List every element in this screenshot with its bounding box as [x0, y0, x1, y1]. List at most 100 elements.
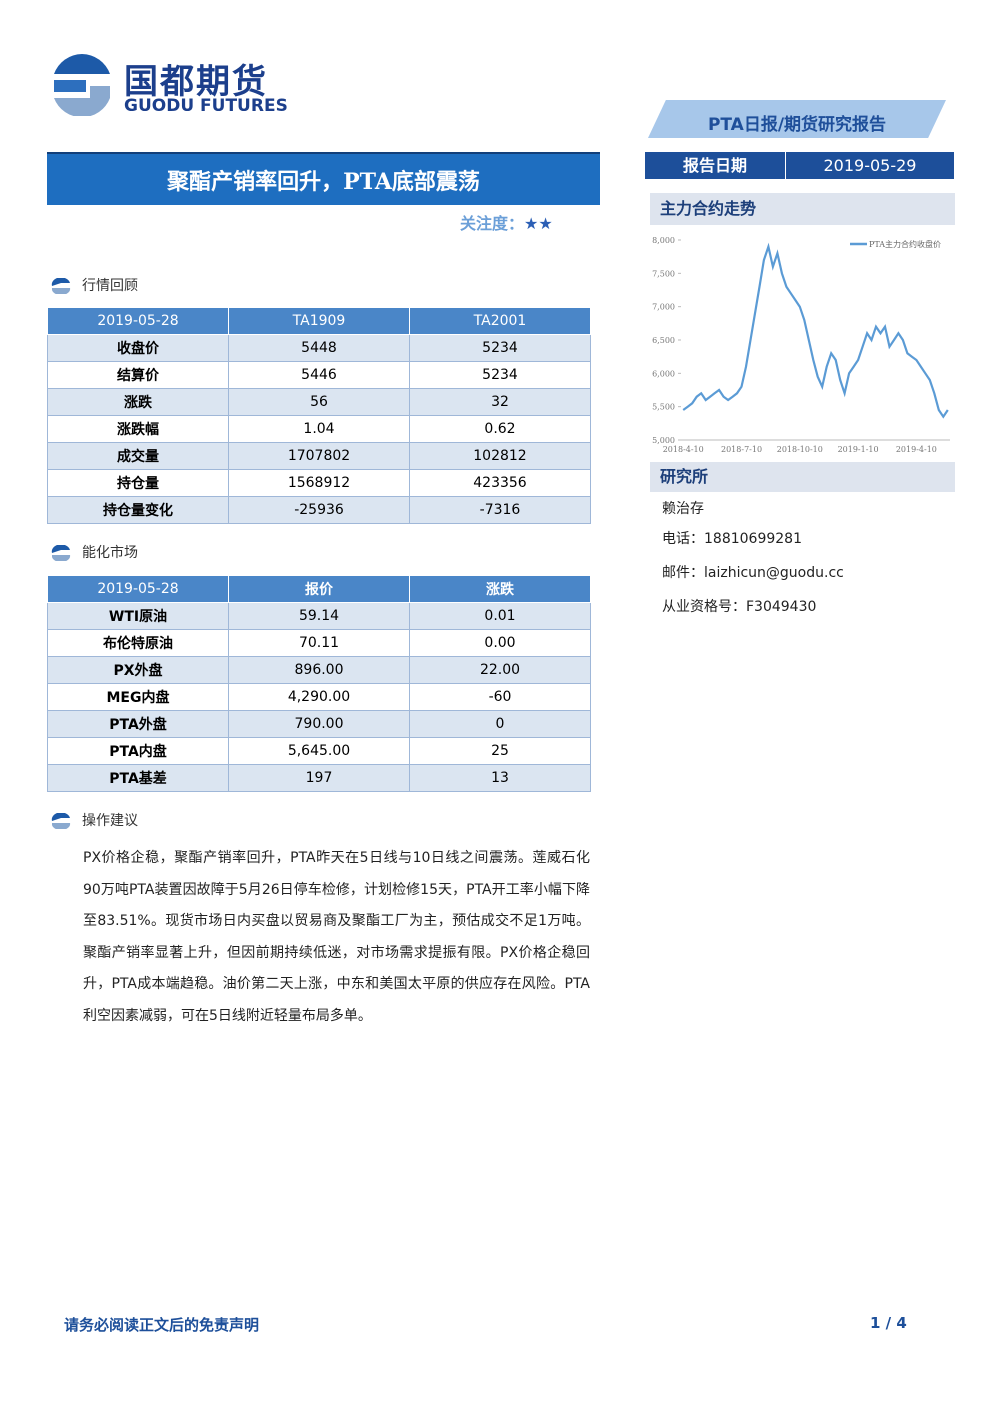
cell: 13: [409, 764, 591, 792]
date-bar: 报告日期 2019-05-29: [645, 152, 954, 179]
cell: 790.00: [228, 710, 410, 738]
table-row: 涨跌 56 32: [47, 388, 591, 416]
cell: 持仓量变化: [47, 496, 229, 524]
report-type: PTA日报/期货研究报告: [707, 115, 887, 135]
cell: 5234: [409, 361, 591, 389]
table-wrap: 2019-05-28 报价 涨跌 WTI原油 59.14 0.01 布伦特原油 70.11 0.…: [47, 575, 591, 792]
y-tick-label: 6,500: [652, 336, 675, 345]
section-title: 行情回顾: [82, 278, 138, 294]
x-tick-label: 2019-1-10: [838, 445, 879, 454]
table-row: PTA内盘 5,645.00 25: [47, 737, 591, 765]
cell: 896.00: [228, 656, 410, 684]
advice-text: PX价格企稳，聚酯产销率回升，PTA昨天在5日线与10日线之间震荡。莲威石化90…: [83, 850, 590, 1024]
cell: 5234: [409, 334, 591, 362]
cell: 423356: [409, 469, 591, 497]
y-tick-label: 6,000: [652, 369, 675, 378]
section: 行情回顾: [50, 275, 138, 296]
chart: 5,000 5,500 6,000 6,500 7,000 7,500 8,000 2018-…: [652, 236, 950, 454]
x-tick-label: 2019-4-10: [896, 445, 937, 454]
chart-heading: 主力合约走势: [650, 193, 955, 225]
cell: 涨跌幅: [47, 415, 229, 443]
cell: 32: [409, 388, 591, 416]
cell: 25: [409, 737, 591, 765]
cell: PTA外盘: [47, 710, 229, 738]
cell: -25936: [228, 496, 410, 524]
email: 邮件：laizhicun@guodu.cc: [662, 565, 844, 581]
cell: 197: [228, 764, 410, 792]
cell: 70.11: [228, 629, 410, 657]
attention-stars: ★★: [524, 214, 553, 233]
date-value: 2019-05-29: [823, 156, 917, 175]
license: 从业资格号：F3049430: [662, 599, 817, 615]
disclaimer: 请务必阅读正文后的免责声明: [64, 1316, 260, 1334]
table-row: 布伦特原油 70.11 0.00: [47, 629, 591, 657]
header-cell: 2019-05-28: [47, 575, 229, 603]
cell: 持仓量: [47, 469, 229, 497]
cell: 涨跌: [47, 388, 229, 416]
cell: 1.04: [228, 415, 410, 443]
x-tick-label: 2018-10-10: [777, 445, 823, 454]
section-icon: [51, 544, 71, 563]
table-row: PX外盘 896.00 22.00: [47, 656, 591, 684]
cell: 59.14: [228, 602, 410, 630]
report-type-bg: [648, 100, 946, 138]
header-cell: 报价: [228, 575, 410, 603]
table-row: 涨跌幅 1.04 0.62: [47, 415, 591, 443]
table-header: 2019-05-28 报价 涨跌: [47, 575, 591, 603]
table-row: PTA基差 197 13: [47, 764, 591, 792]
cell: PX外盘: [47, 656, 229, 684]
header-cell: 2019-05-28: [47, 307, 229, 335]
section-icon: [51, 277, 71, 296]
table-row: WTI原油 59.14 0.01: [47, 602, 591, 630]
header-cell: TA1909: [228, 307, 410, 335]
table-row: 成交量 1707802 102812: [47, 442, 591, 470]
y-tick-label: 8,000: [652, 236, 675, 245]
section: 能化市场: [50, 542, 138, 563]
section: 操作建议: [50, 810, 138, 831]
cell: WTI原油: [47, 602, 229, 630]
line: [682, 242, 949, 419]
y-tick-label: 7,000: [652, 303, 675, 312]
cell: 5446: [228, 361, 410, 389]
section-title: 操作建议: [82, 813, 138, 829]
cell: 0.00: [409, 629, 591, 657]
table-row: PTA外盘 790.00 0: [47, 710, 591, 738]
cell: -60: [409, 683, 591, 711]
section-icon: [51, 812, 71, 831]
cell: 4,290.00: [228, 683, 410, 711]
table-header: 2019-05-28 TA1909 TA2001: [47, 307, 591, 335]
cell: PTA基差: [47, 764, 229, 792]
x-tick-label: 2018-7-10: [721, 445, 762, 454]
x-tick-label: 2018-4-10: [663, 445, 704, 454]
cell: 布伦特原油: [47, 629, 229, 657]
table-row: 结算价 5446 5234: [47, 361, 591, 389]
logo-en: GUODU FUTURES: [124, 96, 288, 116]
cell: 5,645.00: [228, 737, 410, 765]
cell: 收盘价: [47, 334, 229, 362]
header-cell: 涨跌: [409, 575, 591, 603]
phone: 电话：18810699281: [662, 531, 802, 547]
cell: 1568912: [228, 469, 410, 497]
table-row: MEG内盘 4,290.00 -60: [47, 683, 591, 711]
report-title: 聚酯产销率回升，PTA底部震荡: [167, 169, 480, 195]
title-bar: [47, 152, 600, 205]
cell: 0: [409, 710, 591, 738]
table-row: 持仓量变化 -25936 -7316: [47, 496, 591, 524]
header-cell: TA2001: [409, 307, 591, 335]
page-number: 1 / 4: [870, 1314, 907, 1332]
table: 2019-05-28 报价 涨跌 WTI原油 59.14 0.01 布伦特原油 70.11 0.…: [47, 575, 591, 792]
cell: 5448: [228, 334, 410, 362]
cell: 结算价: [47, 361, 229, 389]
y-tick-label: 5,000: [652, 436, 675, 445]
cell: -7316: [409, 496, 591, 524]
logo-cn: 国都期货: [124, 62, 268, 102]
logo-icon: [54, 54, 110, 116]
y-tick-label: 7,500: [652, 269, 675, 278]
cell: MEG内盘: [47, 683, 229, 711]
cell: 22.00: [409, 656, 591, 684]
cell: 0.01: [409, 602, 591, 630]
cell: 成交量: [47, 442, 229, 470]
y-tick-label: 5,500: [652, 403, 675, 412]
cell: 1707802: [228, 442, 410, 470]
